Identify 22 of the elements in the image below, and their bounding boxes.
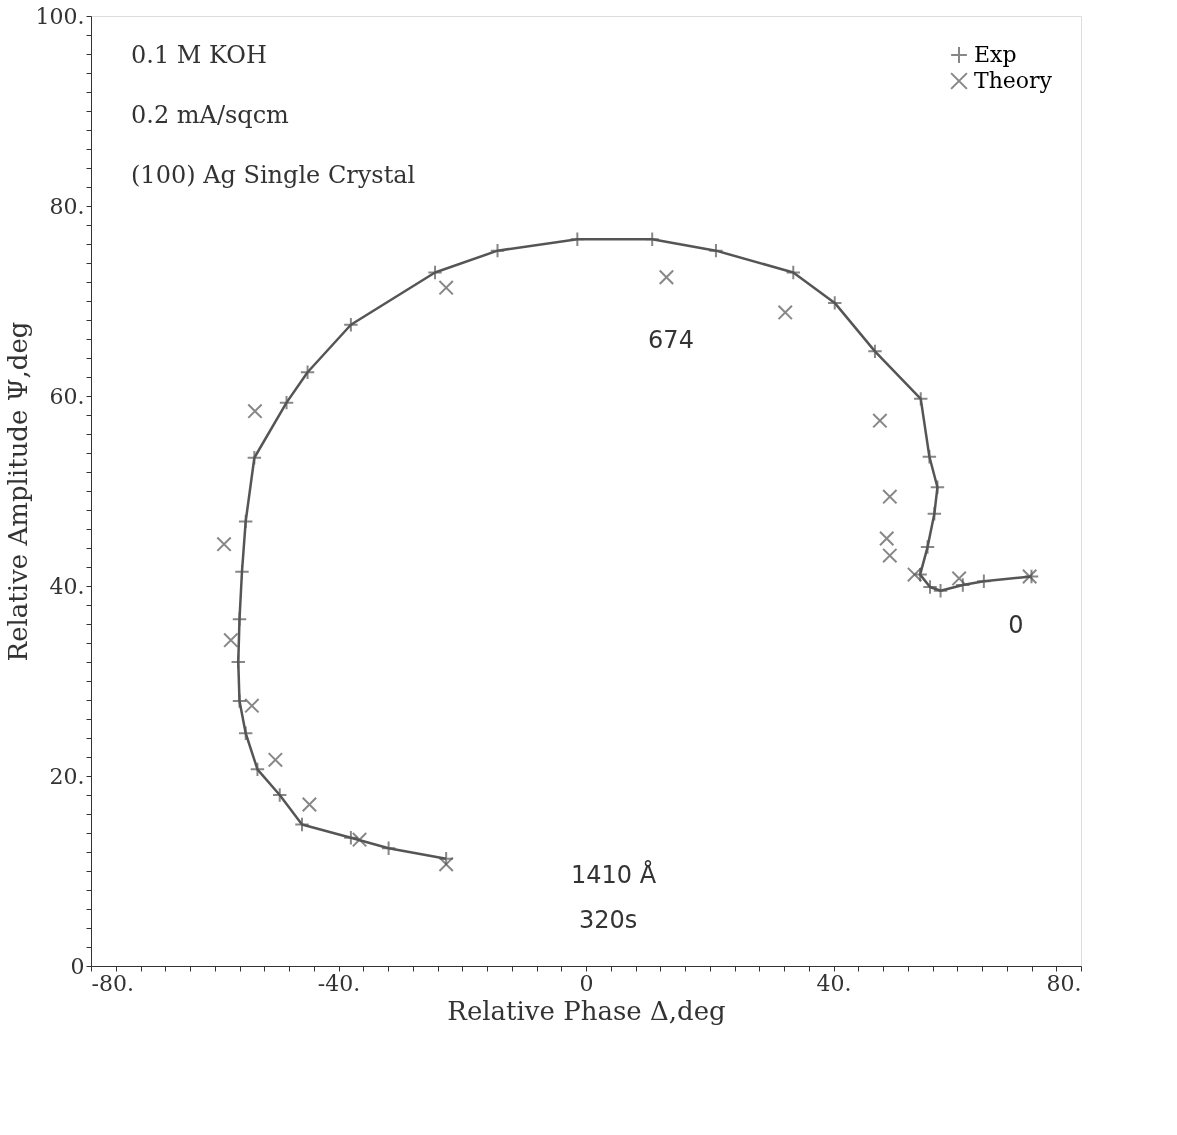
annotation: (100) Ag Single Crystal — [131, 161, 416, 189]
x-tick-label: 80. — [1046, 970, 1082, 996]
y-tick-label: 0 — [70, 953, 85, 979]
y-tick-label: 60. — [49, 383, 85, 409]
legend-label: Theory — [974, 68, 1053, 93]
x-tick-label: -40. — [317, 970, 361, 996]
x-tick-label: 0 — [579, 970, 594, 996]
y-tick-label: 100. — [35, 3, 85, 29]
annotation: 0.2 mA/sqcm — [131, 101, 290, 129]
x-tick-label: 40. — [816, 970, 852, 996]
annotation: 1410 Å — [571, 860, 657, 889]
annotation: 320s — [579, 906, 638, 934]
y-axis-title: Relative Amplitude Ψ,deg — [2, 321, 33, 662]
y-tick-label: 80. — [49, 193, 85, 219]
annotation: 674 — [648, 326, 694, 354]
y-tick-label: 40. — [49, 573, 85, 599]
x-tick-label: -80. — [91, 970, 134, 996]
annotation: 0 — [1008, 611, 1024, 639]
y-tick-label: 20. — [49, 763, 85, 789]
x-axis-title: Relative Phase Δ,deg — [447, 995, 726, 1026]
annotation: 0.1 M KOH — [131, 41, 267, 69]
legend-label: Exp — [974, 42, 1017, 67]
